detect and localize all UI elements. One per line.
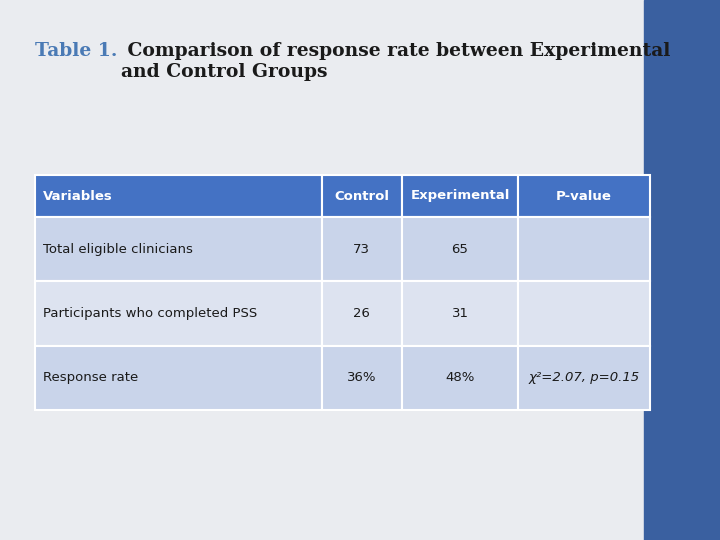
Bar (35, 346, 322, 410)
Bar (35, 217, 322, 281)
Text: 65: 65 (451, 242, 469, 255)
Bar (35, 175, 322, 217)
Text: Response rate: Response rate (43, 372, 138, 384)
Bar (402, 346, 518, 410)
Text: Variables: Variables (43, 190, 113, 202)
Bar (518, 281, 650, 346)
Bar (35, 281, 322, 346)
Text: Experimental: Experimental (410, 190, 510, 202)
Text: 31: 31 (451, 307, 469, 320)
Bar (644, 0, 720, 540)
Text: 48%: 48% (446, 372, 474, 384)
Bar (402, 217, 518, 281)
Text: χ²=2.07, p=0.15: χ²=2.07, p=0.15 (528, 372, 639, 384)
Text: 36%: 36% (347, 372, 377, 384)
Bar (322, 217, 402, 281)
Text: Table 1.: Table 1. (35, 42, 117, 60)
Bar (518, 346, 650, 410)
Bar (322, 281, 402, 346)
Text: Comparison of response rate between Experimental
and Control Groups: Comparison of response rate between Expe… (122, 42, 671, 81)
Bar (402, 281, 518, 346)
Bar (518, 175, 650, 217)
Bar (518, 217, 650, 281)
Text: 26: 26 (354, 307, 370, 320)
Text: Participants who completed PSS: Participants who completed PSS (43, 307, 257, 320)
Text: P-value: P-value (556, 190, 612, 202)
Bar (322, 346, 402, 410)
Text: 73: 73 (354, 242, 370, 255)
Bar (402, 175, 518, 217)
Text: Total eligible clinicians: Total eligible clinicians (43, 242, 193, 255)
Text: Control: Control (334, 190, 390, 202)
Bar (322, 175, 402, 217)
